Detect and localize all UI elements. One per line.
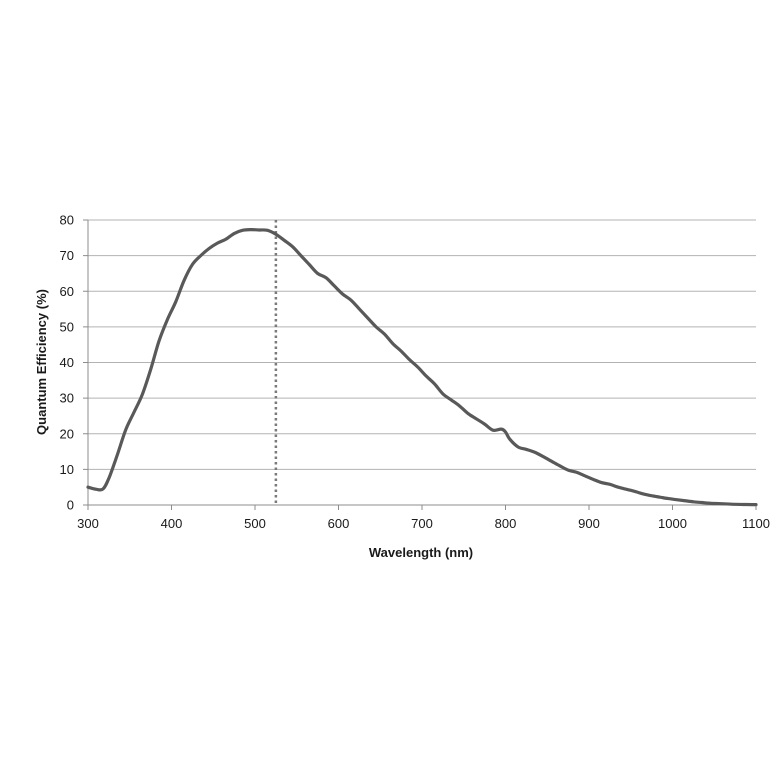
- x-tick-label-900: 900: [578, 516, 600, 531]
- x-tick-label-300: 300: [77, 516, 99, 531]
- x-axis-title: Wavelength (nm): [369, 545, 473, 560]
- y-tick-label-50: 50: [60, 319, 74, 334]
- y-tick-labels: 0 10 20 30 40 50 60 70 80: [60, 213, 74, 513]
- y-axis-title: Quantum Efficiency (%): [34, 289, 49, 435]
- x-tick-label-800: 800: [495, 516, 517, 531]
- y-tick-label-30: 30: [60, 391, 74, 406]
- y-tick-label-60: 60: [60, 284, 74, 299]
- x-tick-label-400: 400: [161, 516, 183, 531]
- y-tick-label-40: 40: [60, 355, 74, 370]
- x-tick-label-1000: 1000: [658, 516, 687, 531]
- x-tick-labels: 300 400 500 600 700 800 900 1000 1100: [77, 516, 770, 531]
- series-line-0: [86, 228, 758, 507]
- y-tick-label-20: 20: [60, 426, 74, 441]
- x-tick-label-600: 600: [328, 516, 350, 531]
- axes: [83, 219, 757, 510]
- series-layer: [86, 228, 758, 507]
- y-tick-label-70: 70: [60, 248, 74, 263]
- y-tick-label-10: 10: [60, 462, 74, 477]
- y-tick-label-0: 0: [67, 498, 74, 513]
- x-tick-label-700: 700: [411, 516, 433, 531]
- x-tick-label-1100: 1100: [742, 516, 770, 531]
- x-tick-label-500: 500: [244, 516, 266, 531]
- y-tick-label-80: 80: [60, 213, 74, 228]
